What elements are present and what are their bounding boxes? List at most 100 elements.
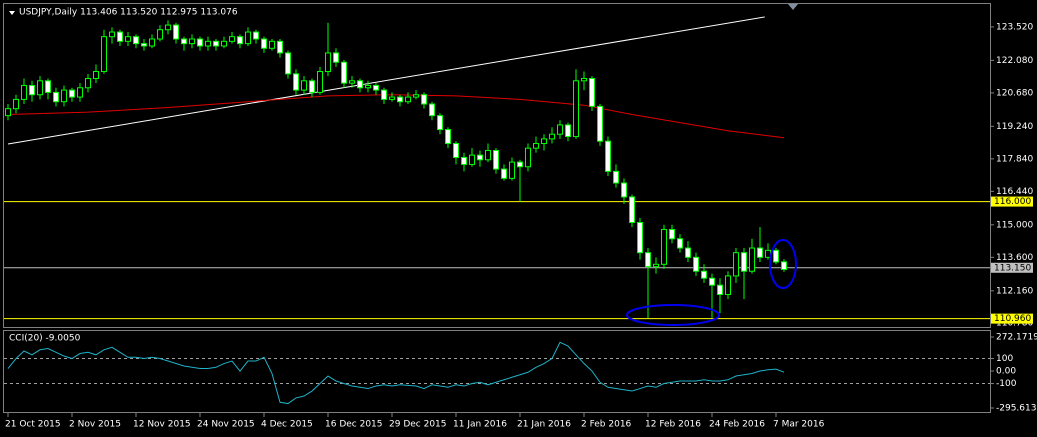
y-tick-label: 115.000 — [996, 220, 1033, 230]
candle-body — [373, 84, 379, 91]
candle-body — [741, 252, 747, 272]
candle-body — [541, 138, 547, 145]
x-tick-label: 4 Dec 2015 — [261, 420, 313, 430]
candle-body — [365, 84, 371, 89]
x-tick-label: 24 Nov 2015 — [197, 420, 255, 430]
candle-body — [189, 38, 195, 45]
candle-body — [45, 80, 51, 93]
candle-body — [277, 40, 283, 54]
candle-body — [261, 38, 267, 49]
candle-body — [13, 98, 19, 110]
candle-body — [461, 156, 467, 165]
x-tick-label: 11 Jan 2016 — [453, 420, 507, 430]
candle-body — [653, 263, 659, 268]
candle-body — [173, 24, 179, 40]
menu-arrow[interactable] — [9, 11, 15, 15]
cci-title: CCI(20) -9.0050 — [9, 334, 81, 344]
candle-body — [117, 31, 123, 42]
candle-body — [469, 154, 475, 165]
candle-body — [493, 149, 499, 170]
candle-body — [445, 129, 451, 145]
candle-body — [29, 84, 35, 96]
candle-body — [149, 38, 155, 47]
x-tick-label: 24 Feb 2016 — [709, 420, 765, 430]
candle-body — [485, 149, 491, 161]
candle-body — [597, 105, 603, 142]
candle-body — [389, 96, 395, 100]
candle-body — [109, 31, 115, 38]
y-tick-label: -100 — [996, 379, 1017, 389]
candle-body — [677, 238, 683, 249]
candle-body — [669, 228, 675, 240]
candle-body — [429, 103, 435, 117]
candle-body — [125, 36, 131, 42]
candle-body — [629, 196, 635, 223]
level-label-box — [991, 313, 1033, 324]
x-tick-label: 16 Dec 2015 — [325, 420, 383, 430]
moving-average — [7, 94, 785, 139]
y-tick-label: 120.680 — [996, 88, 1033, 98]
candle-body — [533, 143, 539, 149]
candle-body — [21, 84, 27, 100]
candle-body — [637, 221, 643, 254]
candle-body — [293, 73, 299, 91]
candle-body — [325, 52, 331, 73]
annotation-ellipse — [626, 304, 720, 326]
candle-body — [733, 252, 739, 277]
level-label: 116.000 — [994, 197, 1031, 207]
y-tick-label: -295.6136 — [996, 404, 1037, 414]
candle-body — [605, 140, 611, 172]
candle-body — [421, 94, 427, 105]
x-tick-label: 12 Feb 2016 — [645, 420, 701, 430]
y-tick-label: 0.00 — [996, 367, 1016, 377]
candle-body — [693, 256, 699, 272]
candle-body — [565, 124, 571, 138]
candle-body — [661, 228, 667, 265]
trendline — [7, 16, 765, 145]
candle-body — [645, 252, 651, 268]
y-tick-label: 112.160 — [996, 286, 1033, 296]
candle-body — [613, 170, 619, 184]
candle-body — [357, 80, 363, 89]
level-label-box — [991, 262, 1033, 273]
candle-body — [53, 91, 59, 103]
shift-marker — [788, 4, 798, 10]
level-label: 110.960 — [994, 314, 1031, 324]
candle-body — [685, 247, 691, 258]
candle-body — [381, 89, 387, 100]
y-tick-label: 113.600 — [996, 253, 1033, 263]
candle-body — [589, 77, 595, 107]
candle-body — [5, 108, 11, 117]
candle-body — [61, 89, 67, 103]
cci-line — [7, 341, 785, 405]
candle-body — [525, 147, 531, 168]
candle-body — [101, 36, 107, 73]
candle-body — [773, 249, 779, 263]
candle-body — [549, 133, 555, 140]
candle-body — [253, 31, 259, 40]
candle-body — [165, 24, 171, 31]
candle-body — [301, 80, 307, 91]
candle-body — [557, 124, 563, 135]
y-tick-label: 272.1719 — [996, 333, 1037, 343]
candle-body — [573, 80, 579, 138]
candle-body — [133, 36, 139, 45]
candle-body — [501, 168, 507, 179]
candle-body — [229, 36, 235, 42]
candle-body — [725, 275, 731, 295]
candle-body — [317, 71, 323, 93]
candle-body — [309, 80, 315, 93]
candle-body — [509, 161, 515, 179]
candle-body — [397, 96, 403, 103]
candle-body — [197, 38, 203, 47]
candle-body — [213, 40, 219, 47]
y-tick-label: 116.440 — [996, 187, 1033, 197]
chart-title: USDJPY,Daily 113.406 113.520 112.975 113… — [19, 8, 238, 18]
candle-body — [781, 261, 787, 270]
candle-body — [749, 247, 755, 272]
candle-body — [437, 115, 443, 131]
candle-body — [157, 29, 163, 40]
x-tick-label: 21 Oct 2015 — [5, 420, 61, 430]
